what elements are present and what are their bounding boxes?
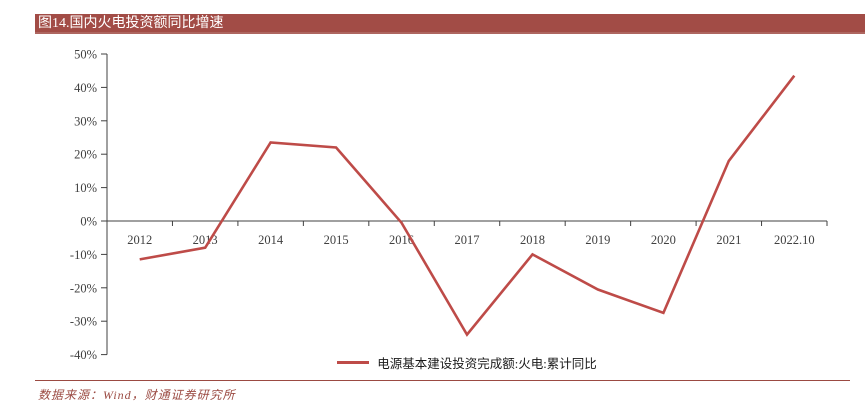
legend-line-swatch (337, 360, 370, 364)
y-tick-label: -10% (70, 248, 97, 262)
x-tick-label: 2014 (258, 233, 284, 247)
x-tick-label: 2022.10 (774, 233, 815, 247)
data-source-note: 数据来源：Wind，财通证券研究所 (38, 388, 236, 402)
figure-title-bar: 图14.国内火电投资额同比增速 (35, 14, 865, 34)
x-tick-label: 2020 (651, 233, 676, 247)
x-tick-label: 2012 (127, 233, 152, 247)
y-tick-label: 30% (74, 114, 97, 128)
y-tick-label: 20% (74, 148, 97, 162)
x-tick-label: 2016 (389, 233, 414, 247)
x-tick-label: 2021 (716, 233, 741, 247)
y-tick-label: 0% (80, 215, 97, 229)
y-tick-label: 40% (74, 81, 97, 95)
x-tick-label: 2019 (585, 233, 610, 247)
x-tick-label: 2017 (455, 233, 480, 247)
y-tick-label: 50% (74, 48, 97, 62)
legend-series-label: 电源基本建设投资完成额:火电:累计同比 (377, 356, 597, 371)
footer-divider (35, 380, 850, 381)
x-tick-label: 2015 (324, 233, 349, 247)
thermal-investment-yoy-line (139, 74, 796, 337)
y-tick-label: 10% (74, 181, 97, 195)
x-tick-label: 2018 (520, 233, 545, 247)
y-tick-label: -40% (70, 348, 97, 362)
chart-legend: 电源基本建设投资完成额:火电:累计同比 (107, 354, 827, 371)
y-tick-label: -20% (70, 281, 97, 295)
y-tick-label: -30% (70, 315, 97, 329)
